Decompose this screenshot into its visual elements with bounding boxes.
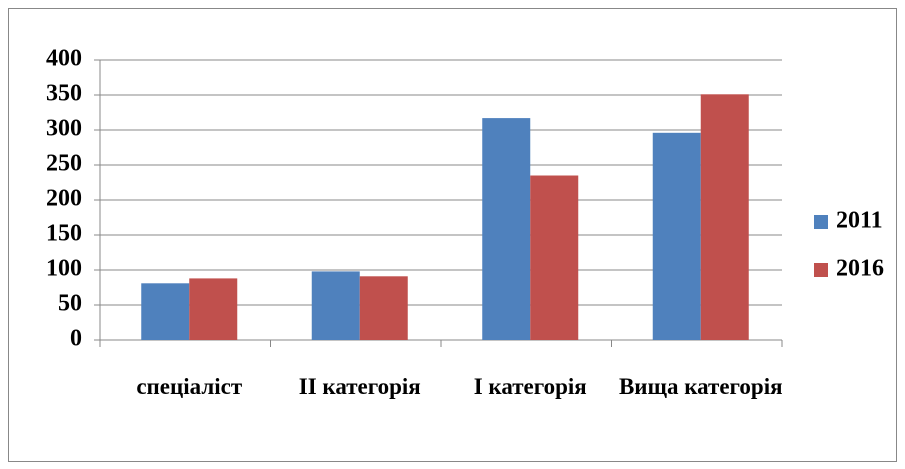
bar <box>359 276 408 340</box>
bar <box>141 283 190 340</box>
x-tick-label: ІІ категорія <box>298 374 421 399</box>
bar <box>482 118 531 340</box>
bar <box>652 132 701 340</box>
y-tick-label: 300 <box>46 116 82 142</box>
x-tick-label: Вища категорія <box>618 374 783 399</box>
y-tick-label: 400 <box>46 46 82 72</box>
legend-swatch <box>814 215 828 229</box>
y-tick-label: 350 <box>46 81 82 107</box>
y-tick-label: 100 <box>46 256 82 282</box>
bar <box>189 278 238 340</box>
y-tick-label: 250 <box>46 151 82 177</box>
y-tick-label: 150 <box>46 221 82 247</box>
bar <box>530 175 579 340</box>
y-tick-label: 200 <box>46 186 82 212</box>
x-tick-label: спеціаліст <box>136 374 243 399</box>
bar <box>311 271 360 340</box>
y-tick-label: 0 <box>70 326 82 352</box>
y-tick-label: 50 <box>58 291 82 317</box>
bar <box>700 94 749 340</box>
x-tick-label: І категорія <box>473 374 587 399</box>
legend-label: 2011 <box>836 208 883 234</box>
legend-label: 2016 <box>836 256 884 282</box>
legend-swatch <box>814 263 828 277</box>
